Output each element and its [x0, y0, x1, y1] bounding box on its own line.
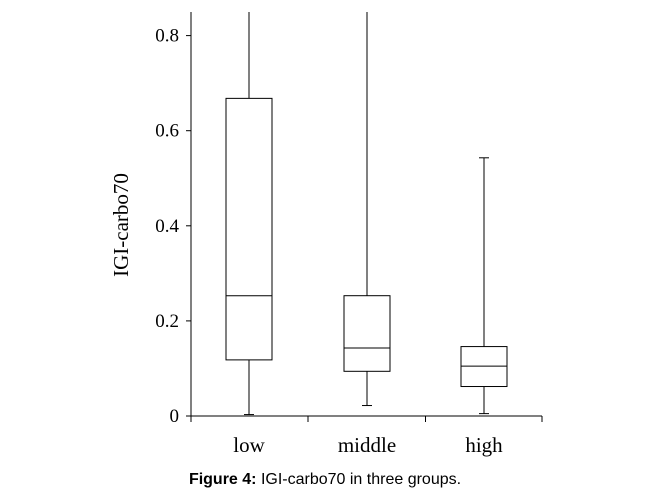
- x-category-label: middle: [338, 433, 396, 457]
- figure-caption: Figure 4: IGI-carbo70 in three groups.: [0, 471, 650, 489]
- x-category-label: low: [233, 433, 265, 457]
- iqr-box: [343, 295, 391, 372]
- y-tick-label: 0.8: [155, 26, 179, 47]
- boxes: [225, 12, 508, 416]
- y-tick-label: 0.4: [155, 216, 179, 237]
- y-tick-label: 0: [170, 406, 180, 427]
- axes: [186, 12, 543, 422]
- box-middle: [343, 12, 391, 407]
- box-low: [225, 12, 273, 416]
- caption-label: Figure 4:: [188, 471, 257, 488]
- y-tick-label: 0.6: [155, 121, 179, 142]
- x-category-label: high: [465, 433, 503, 457]
- iqr-box: [225, 97, 273, 361]
- labels: 0 0.2 0.4 0.6 0.8 low middle high IGI-carbo70: [109, 26, 503, 457]
- box-high: [460, 157, 508, 415]
- y-tick-label: 0.2: [155, 311, 179, 332]
- caption-text: IGI-carbo70 in three groups.: [256, 471, 462, 488]
- boxplot-chart: 0 0.2 0.4 0.6 0.8 low middle high IGI-carbo70: [109, 12, 543, 457]
- y-axis-label: IGI-carbo70: [109, 173, 133, 277]
